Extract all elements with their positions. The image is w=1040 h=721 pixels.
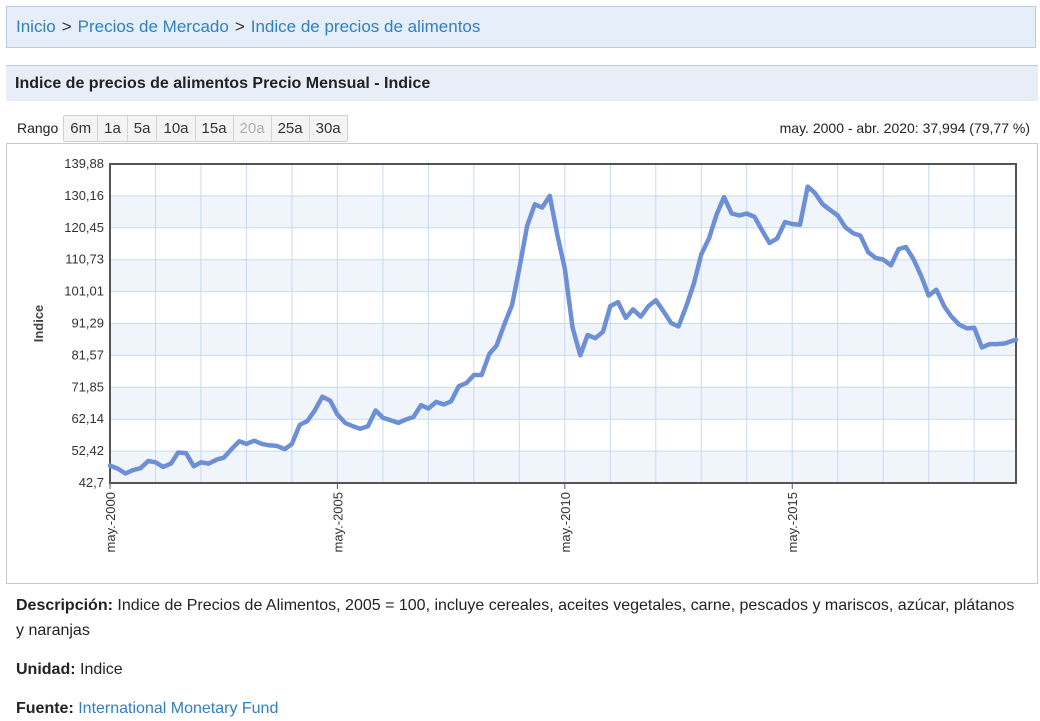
range-selector: Rango 6m 1a 5a 10a 15a 20a 25a 30a	[17, 114, 348, 142]
y-tick-label: 120,45	[64, 220, 104, 235]
y-tick-label: 52,42	[71, 443, 104, 458]
x-tick-label: may.-2015	[785, 492, 800, 552]
range-button-6m[interactable]: 6m	[64, 115, 99, 141]
grid-band	[110, 323, 1016, 356]
grid-band	[110, 451, 1016, 483]
description-label: Descripción:	[16, 597, 113, 614]
y-tick-label: 91,29	[71, 316, 104, 331]
range-button-20a[interactable]: 20a	[233, 115, 272, 141]
source-block: Fuente: International Monetary Fund	[16, 696, 278, 721]
plot-border	[109, 163, 1017, 484]
range-button-5a[interactable]: 5a	[127, 115, 158, 141]
y-tick-label: 101,01	[64, 284, 104, 299]
breadcrumb-market-link[interactable]: Precios de Mercado	[77, 17, 229, 36]
series-line	[107, 184, 1019, 476]
grid-band	[110, 387, 1016, 420]
unit-block: Unidad: Indice	[16, 657, 123, 682]
y-tick-label: 110,73	[65, 252, 104, 267]
price-chart: 139,88 130,16 120,45 110,73 101,01 91,29 81,57…	[31, 156, 1019, 552]
description-text: Indice de Precios de Alimentos, 2005 = 1…	[16, 597, 1015, 639]
y-tick-label: 81,57	[71, 347, 104, 362]
y-tick-label: 139,88	[64, 156, 104, 171]
unit-label: Unidad:	[16, 661, 76, 678]
y-tick-label: 71,85	[71, 379, 104, 394]
x-tick-label: may.-2010	[558, 492, 573, 552]
section-title: Indice de precios de alimentos Precio Me…	[6, 65, 1038, 101]
y-tick-label: 42,7	[79, 475, 104, 490]
breadcrumb-separator: >	[61, 17, 72, 36]
breadcrumb-separator: >	[234, 17, 245, 36]
range-summary: may. 2000 - abr. 2020: 37,994 (79,77 %)	[779, 120, 1030, 136]
y-axis-label: Indice	[31, 305, 46, 343]
breadcrumb-home-link[interactable]: Inicio	[16, 17, 56, 36]
range-button-30a[interactable]: 30a	[309, 115, 347, 141]
grid-band	[110, 195, 1016, 228]
range-label: Rango	[17, 120, 59, 136]
source-label: Fuente:	[16, 700, 74, 717]
chart-container: 139,88 130,16 120,45 110,73 101,01 91,29 81,57…	[6, 143, 1038, 584]
breadcrumb: Inicio > Precios de Mercado > Indice de …	[6, 6, 1036, 48]
y-tick-label: 62,14	[71, 411, 104, 426]
range-button-10a[interactable]: 10a	[157, 115, 196, 141]
description-block: Descripción: Indice de Precios de Alimen…	[16, 593, 1026, 643]
range-button-group: 6m 1a 5a 10a 15a 20a 25a 30a	[63, 114, 348, 142]
range-button-1a[interactable]: 1a	[98, 115, 128, 141]
unit-text: Indice	[80, 661, 123, 678]
y-tick-label: 130,16	[64, 188, 104, 203]
x-tick-label: may.-2000	[103, 492, 118, 552]
range-button-25a[interactable]: 25a	[271, 115, 310, 141]
x-tick-label: may.-2005	[330, 492, 345, 552]
breadcrumb-current-link[interactable]: Indice de precios de alimentos	[250, 17, 481, 36]
range-button-15a[interactable]: 15a	[195, 115, 234, 141]
source-link[interactable]: International Monetary Fund	[78, 700, 279, 717]
